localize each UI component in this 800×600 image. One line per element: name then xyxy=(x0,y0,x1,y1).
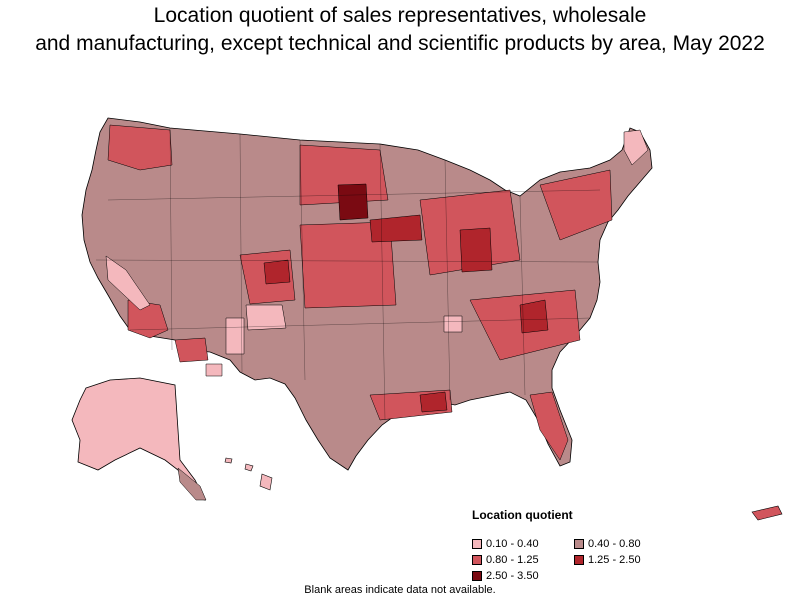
region-0-80-1-25-plains xyxy=(299,221,397,309)
legend-swatch xyxy=(574,538,584,549)
legend-item: 0.10 - 0.40 xyxy=(472,536,574,551)
legend-grid: 0.10 - 0.40 0.40 - 0.80 0.80 - 1.25 1.25… xyxy=(472,536,672,583)
contiguous-us xyxy=(81,117,653,471)
region-2-50-3-50-dakota xyxy=(337,183,369,221)
hawaii xyxy=(224,457,273,491)
region-1-25-2-50-louisiana xyxy=(419,391,448,413)
legend-label: 0.10 - 0.40 xyxy=(486,537,539,550)
region-0-10-0-40-nm-southeast xyxy=(245,304,287,331)
region-0-80-1-25-arizona xyxy=(174,337,209,363)
region-1-25-2-50-southeast xyxy=(519,299,549,334)
region-1-25-2-50-upper-midwest xyxy=(369,214,423,243)
region-0-10-0-40-new-mexico xyxy=(225,317,245,355)
title-line-1: Location quotient of sales representativ… xyxy=(153,4,647,27)
legend-title: Location quotient xyxy=(472,508,573,522)
legend-label: 1.25 - 2.50 xyxy=(588,553,641,566)
region-0-10-0-40-maine xyxy=(623,129,649,166)
internal-boundaries xyxy=(95,127,601,421)
legend-item: 0.80 - 1.25 xyxy=(472,552,574,567)
region-0-80-1-25-southern-california xyxy=(127,299,169,339)
legend-swatch xyxy=(472,570,482,581)
region-0-80-1-25-florida xyxy=(529,391,569,461)
map-legend: Location quotient 0.10 - 0.40 0.40 - 0.8… xyxy=(472,508,672,583)
map-title: Location quotient of sales representativ… xyxy=(0,2,800,58)
legend-item: 1.25 - 2.50 xyxy=(574,552,674,567)
legend-item: 0.40 - 0.80 xyxy=(574,536,674,551)
legend-swatch xyxy=(472,554,482,565)
puerto-rico xyxy=(751,505,783,521)
region-0-80-1-25-pacific-nw xyxy=(107,124,173,171)
region-0-10-0-40-nevada-south xyxy=(105,255,151,311)
puerto-rico-shape xyxy=(751,505,783,521)
hawaii-big-island xyxy=(259,473,273,491)
region-0-10-0-40-kentucky xyxy=(443,315,463,333)
alaska-shape xyxy=(71,377,206,501)
hawaii-maui xyxy=(244,463,254,472)
region-1-25-2-50-colorado-front xyxy=(263,259,291,285)
legend-item: 2.50 - 3.50 xyxy=(472,568,574,583)
region-0-80-1-25-northeast xyxy=(539,169,613,241)
legend-label: 2.50 - 3.50 xyxy=(486,569,539,582)
region-1-25-2-50-illinois xyxy=(459,227,493,273)
legend-label: 0.80 - 1.25 xyxy=(486,553,539,566)
hawaii-oahu xyxy=(224,457,233,464)
legend-swatch xyxy=(472,538,482,549)
region-0-10-0-40-border xyxy=(205,363,223,377)
legend-swatch xyxy=(574,554,584,565)
legend-label: 0.40 - 0.80 xyxy=(588,537,641,550)
title-line-2: and manufacturing, except technical and … xyxy=(35,32,765,55)
footnote: Blank areas indicate data not available. xyxy=(304,584,496,596)
alaska-panhandle xyxy=(177,467,207,501)
alaska xyxy=(71,377,207,501)
